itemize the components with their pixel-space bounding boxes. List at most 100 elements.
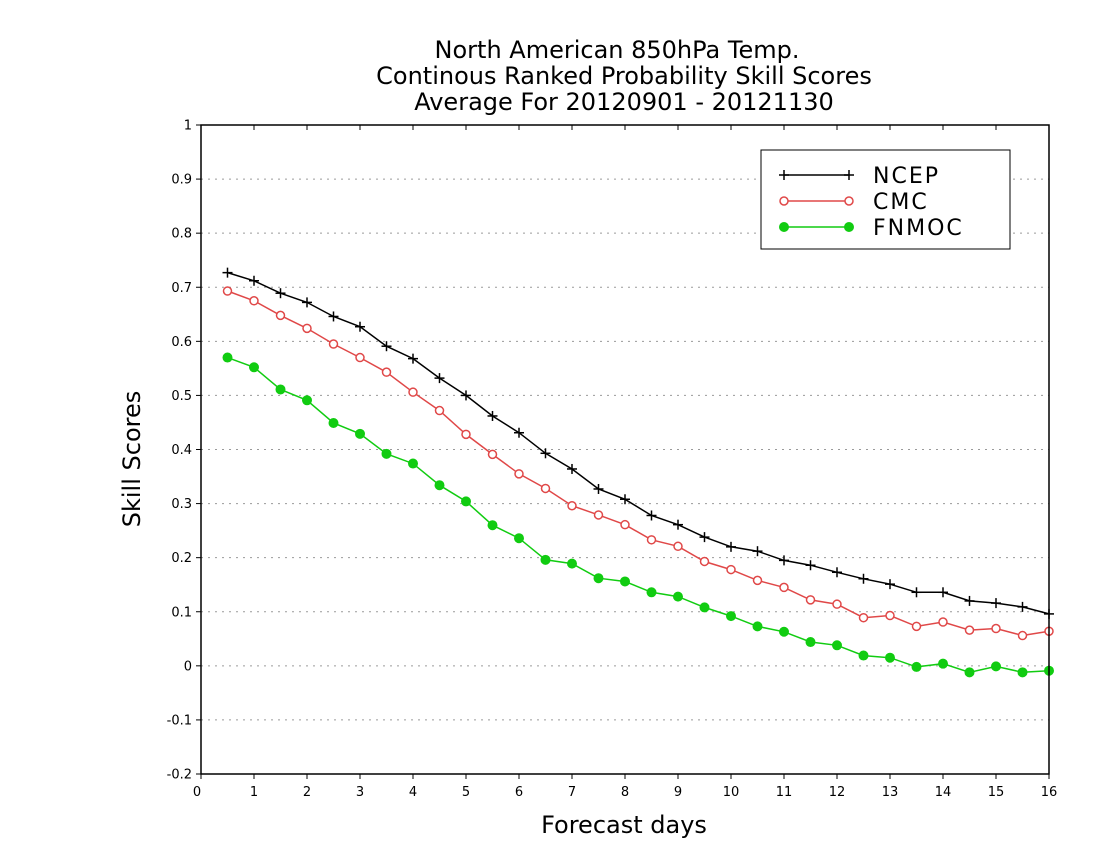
data-point-fnmoc: [938, 658, 948, 669]
data-point-ncep: [779, 555, 789, 566]
legend-marker-ncep: [779, 170, 789, 180]
data-point-fnmoc: [222, 352, 233, 363]
data-point-cmc: [328, 339, 339, 349]
data-point-ncep: [911, 587, 922, 598]
x-tick-label: 1: [250, 785, 258, 800]
series-ncep: [222, 267, 1054, 619]
data-point-fnmoc: [275, 384, 286, 395]
y-tick-label: -0.1: [167, 713, 192, 728]
data-point-ncep: [328, 311, 339, 322]
x-tick-label: 2: [303, 785, 311, 800]
data-point-fnmoc: [1017, 667, 1028, 678]
legend-entry-fnmoc: FNMOC: [779, 216, 962, 241]
data-point-fnmoc: [302, 395, 312, 406]
legend-marker-cmc: [779, 196, 789, 206]
x-tick-label: 3: [356, 785, 364, 800]
legend-entry-cmc: CMC: [779, 190, 927, 215]
data-point-fnmoc: [885, 652, 895, 663]
y-tick-label: 0.7: [171, 281, 192, 296]
legend-box: [760, 149, 1011, 250]
data-point-cmc: [726, 564, 736, 575]
data-point-fnmoc: [487, 520, 498, 531]
data-point-cmc: [540, 483, 551, 494]
series-fnmoc: [222, 352, 1054, 678]
data-point-cmc: [487, 449, 498, 460]
y-axis-label: Skill Scores: [118, 391, 146, 528]
x-tick-label: 15: [988, 785, 1005, 800]
data-point-fnmoc: [911, 661, 922, 672]
data-point-cmc: [355, 352, 365, 363]
x-tick-label: 12: [829, 785, 846, 800]
gridlines: [201, 178, 1049, 721]
y-tick-label: 0: [184, 659, 192, 674]
data-point-ncep: [991, 598, 1001, 609]
x-tick-label: 10: [723, 785, 740, 800]
data-point-cmc: [673, 541, 683, 552]
data-point-ncep: [699, 532, 710, 543]
x-tick-label: 4: [409, 785, 417, 800]
data-point-ncep: [275, 288, 286, 299]
data-point-fnmoc: [328, 417, 339, 428]
data-point-ncep: [381, 341, 392, 352]
data-point-cmc: [275, 310, 286, 321]
series-line-ncep: [227, 271, 1050, 615]
data-point-ncep: [514, 427, 524, 438]
data-point-ncep: [355, 321, 365, 332]
data-point-ncep: [567, 463, 577, 474]
data-point-cmc: [991, 623, 1001, 634]
data-point-cmc: [567, 500, 577, 511]
series-line-cmc: [227, 290, 1050, 637]
legend-label-ncep: NCEP: [873, 164, 940, 189]
data-point-cmc: [832, 599, 842, 609]
data-point-cmc: [302, 323, 312, 334]
legend-marker-cmc: [844, 196, 854, 206]
x-tick-label: 13: [882, 785, 899, 800]
data-point-ncep: [408, 353, 418, 364]
data-point-fnmoc: [567, 558, 577, 569]
x-tick-label: 7: [568, 785, 576, 800]
series-layer: [222, 267, 1054, 678]
y-tick-label: -0.2: [167, 768, 192, 783]
data-point-fnmoc: [779, 626, 789, 637]
data-point-ncep: [726, 541, 736, 552]
x-tick-label: 8: [621, 785, 629, 800]
data-point-fnmoc: [434, 480, 445, 491]
x-tick-label: 9: [674, 785, 682, 800]
data-point-ncep: [540, 448, 551, 459]
y-tick-label: 0.5: [171, 389, 192, 404]
x-axis-ticks: 0 1 2 3 4 5 6 7 8 9 10 11 12 13 14 15 16: [193, 125, 1057, 800]
data-point-fnmoc: [964, 667, 975, 678]
data-point-cmc: [779, 582, 789, 593]
data-point-fnmoc: [593, 573, 604, 584]
data-point-ncep: [461, 390, 471, 401]
data-point-ncep: [302, 297, 312, 308]
y-tick-label: 0.6: [171, 335, 192, 350]
data-point-cmc: [222, 286, 233, 296]
legend-marker-ncep: [844, 170, 854, 180]
data-point-cmc: [1017, 630, 1028, 641]
chart-title: North American 850hPa Temp. Continous Ra…: [376, 36, 872, 116]
data-point-ncep: [593, 483, 604, 494]
data-point-ncep: [805, 560, 816, 571]
data-point-cmc: [514, 469, 524, 479]
data-point-fnmoc: [991, 661, 1001, 672]
plot-frame: [200, 124, 1050, 775]
y-tick-label: 0.4: [171, 443, 192, 458]
data-point-ncep: [673, 519, 683, 530]
y-tick-label: 0.2: [171, 551, 192, 566]
legend-marker-fnmoc: [844, 222, 854, 232]
legend-entry-ncep: NCEP: [779, 164, 940, 189]
data-point-cmc: [911, 621, 922, 632]
data-point-fnmoc: [461, 496, 471, 507]
data-point-cmc: [249, 296, 259, 306]
x-tick-label: 5: [462, 785, 470, 800]
data-point-ncep: [752, 546, 763, 557]
data-point-cmc: [752, 575, 763, 586]
chart-title-line-2: Continous Ranked Probability Skill Score…: [376, 62, 872, 90]
data-point-fnmoc: [673, 591, 683, 602]
data-point-ncep: [222, 267, 233, 278]
x-tick-label: 16: [1041, 785, 1058, 800]
data-point-ncep: [858, 573, 869, 584]
data-point-fnmoc: [408, 458, 418, 469]
